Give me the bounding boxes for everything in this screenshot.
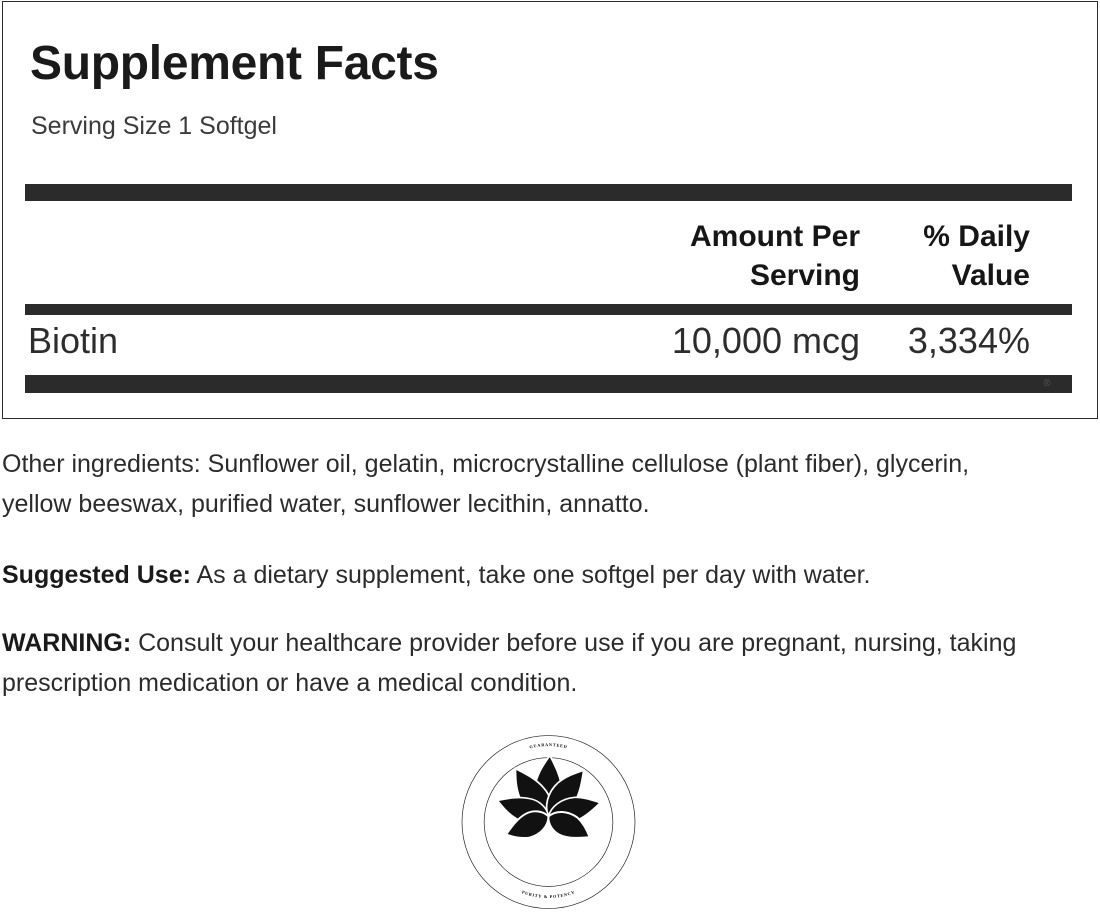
- svg-text:PURITY & POTENCY: PURITY & POTENCY: [521, 889, 575, 899]
- svg-text:GUARANTEED: GUARANTEED: [529, 742, 568, 749]
